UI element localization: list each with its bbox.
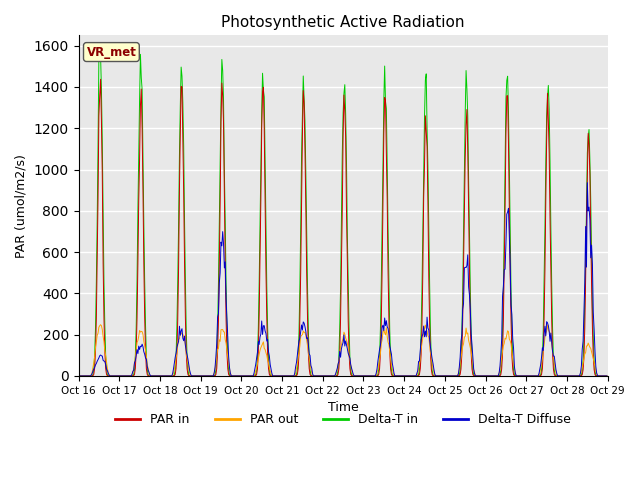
PAR out (603, 373, 611, 379)
Delta-T in (96, 49, 104, 55)
Delta-T Diffuse (260, 323, 268, 329)
PAR in (240, 373, 248, 379)
PAR out (574, 373, 582, 379)
Delta-T in (574, 373, 582, 379)
Delta-T Diffuse (584, 180, 591, 186)
PAR in (287, 373, 295, 379)
Delta-T Diffuse (239, 373, 247, 379)
PAR in (603, 373, 611, 379)
PAR out (104, 365, 111, 371)
Delta-T Diffuse (102, 366, 110, 372)
PAR in (331, 373, 339, 379)
Delta-T in (287, 373, 295, 379)
PAR in (104, 373, 111, 379)
Text: VR_met: VR_met (86, 46, 136, 59)
Line: PAR in: PAR in (79, 79, 607, 376)
Line: Delta-T in: Delta-T in (79, 52, 607, 376)
Legend: PAR in, PAR out, Delta-T in, Delta-T Diffuse: PAR in, PAR out, Delta-T in, Delta-T Dif… (110, 408, 576, 431)
PAR out (287, 373, 295, 379)
X-axis label: Time: Time (328, 401, 358, 414)
PAR out (261, 347, 269, 352)
Delta-T in (331, 373, 339, 379)
PAR out (331, 373, 339, 379)
Delta-T in (104, 372, 111, 378)
Delta-T Diffuse (573, 373, 581, 379)
Y-axis label: PAR (umol/m2/s): PAR (umol/m2/s) (15, 154, 28, 258)
Line: PAR out: PAR out (79, 324, 607, 376)
Delta-T in (75, 373, 83, 379)
Delta-T in (603, 373, 611, 379)
Delta-T in (240, 373, 248, 379)
PAR in (97, 76, 104, 82)
Delta-T Diffuse (330, 373, 338, 379)
PAR out (240, 373, 248, 379)
PAR in (75, 373, 83, 379)
Line: Delta-T Diffuse: Delta-T Diffuse (79, 183, 607, 376)
PAR in (574, 373, 582, 379)
PAR in (261, 201, 269, 206)
Title: Photosynthetic Active Radiation: Photosynthetic Active Radiation (221, 15, 465, 30)
Delta-T Diffuse (603, 373, 611, 379)
Delta-T Diffuse (287, 373, 294, 379)
Delta-T Diffuse (75, 373, 83, 379)
Delta-T in (261, 156, 269, 162)
PAR out (75, 373, 83, 379)
PAR out (97, 322, 104, 327)
